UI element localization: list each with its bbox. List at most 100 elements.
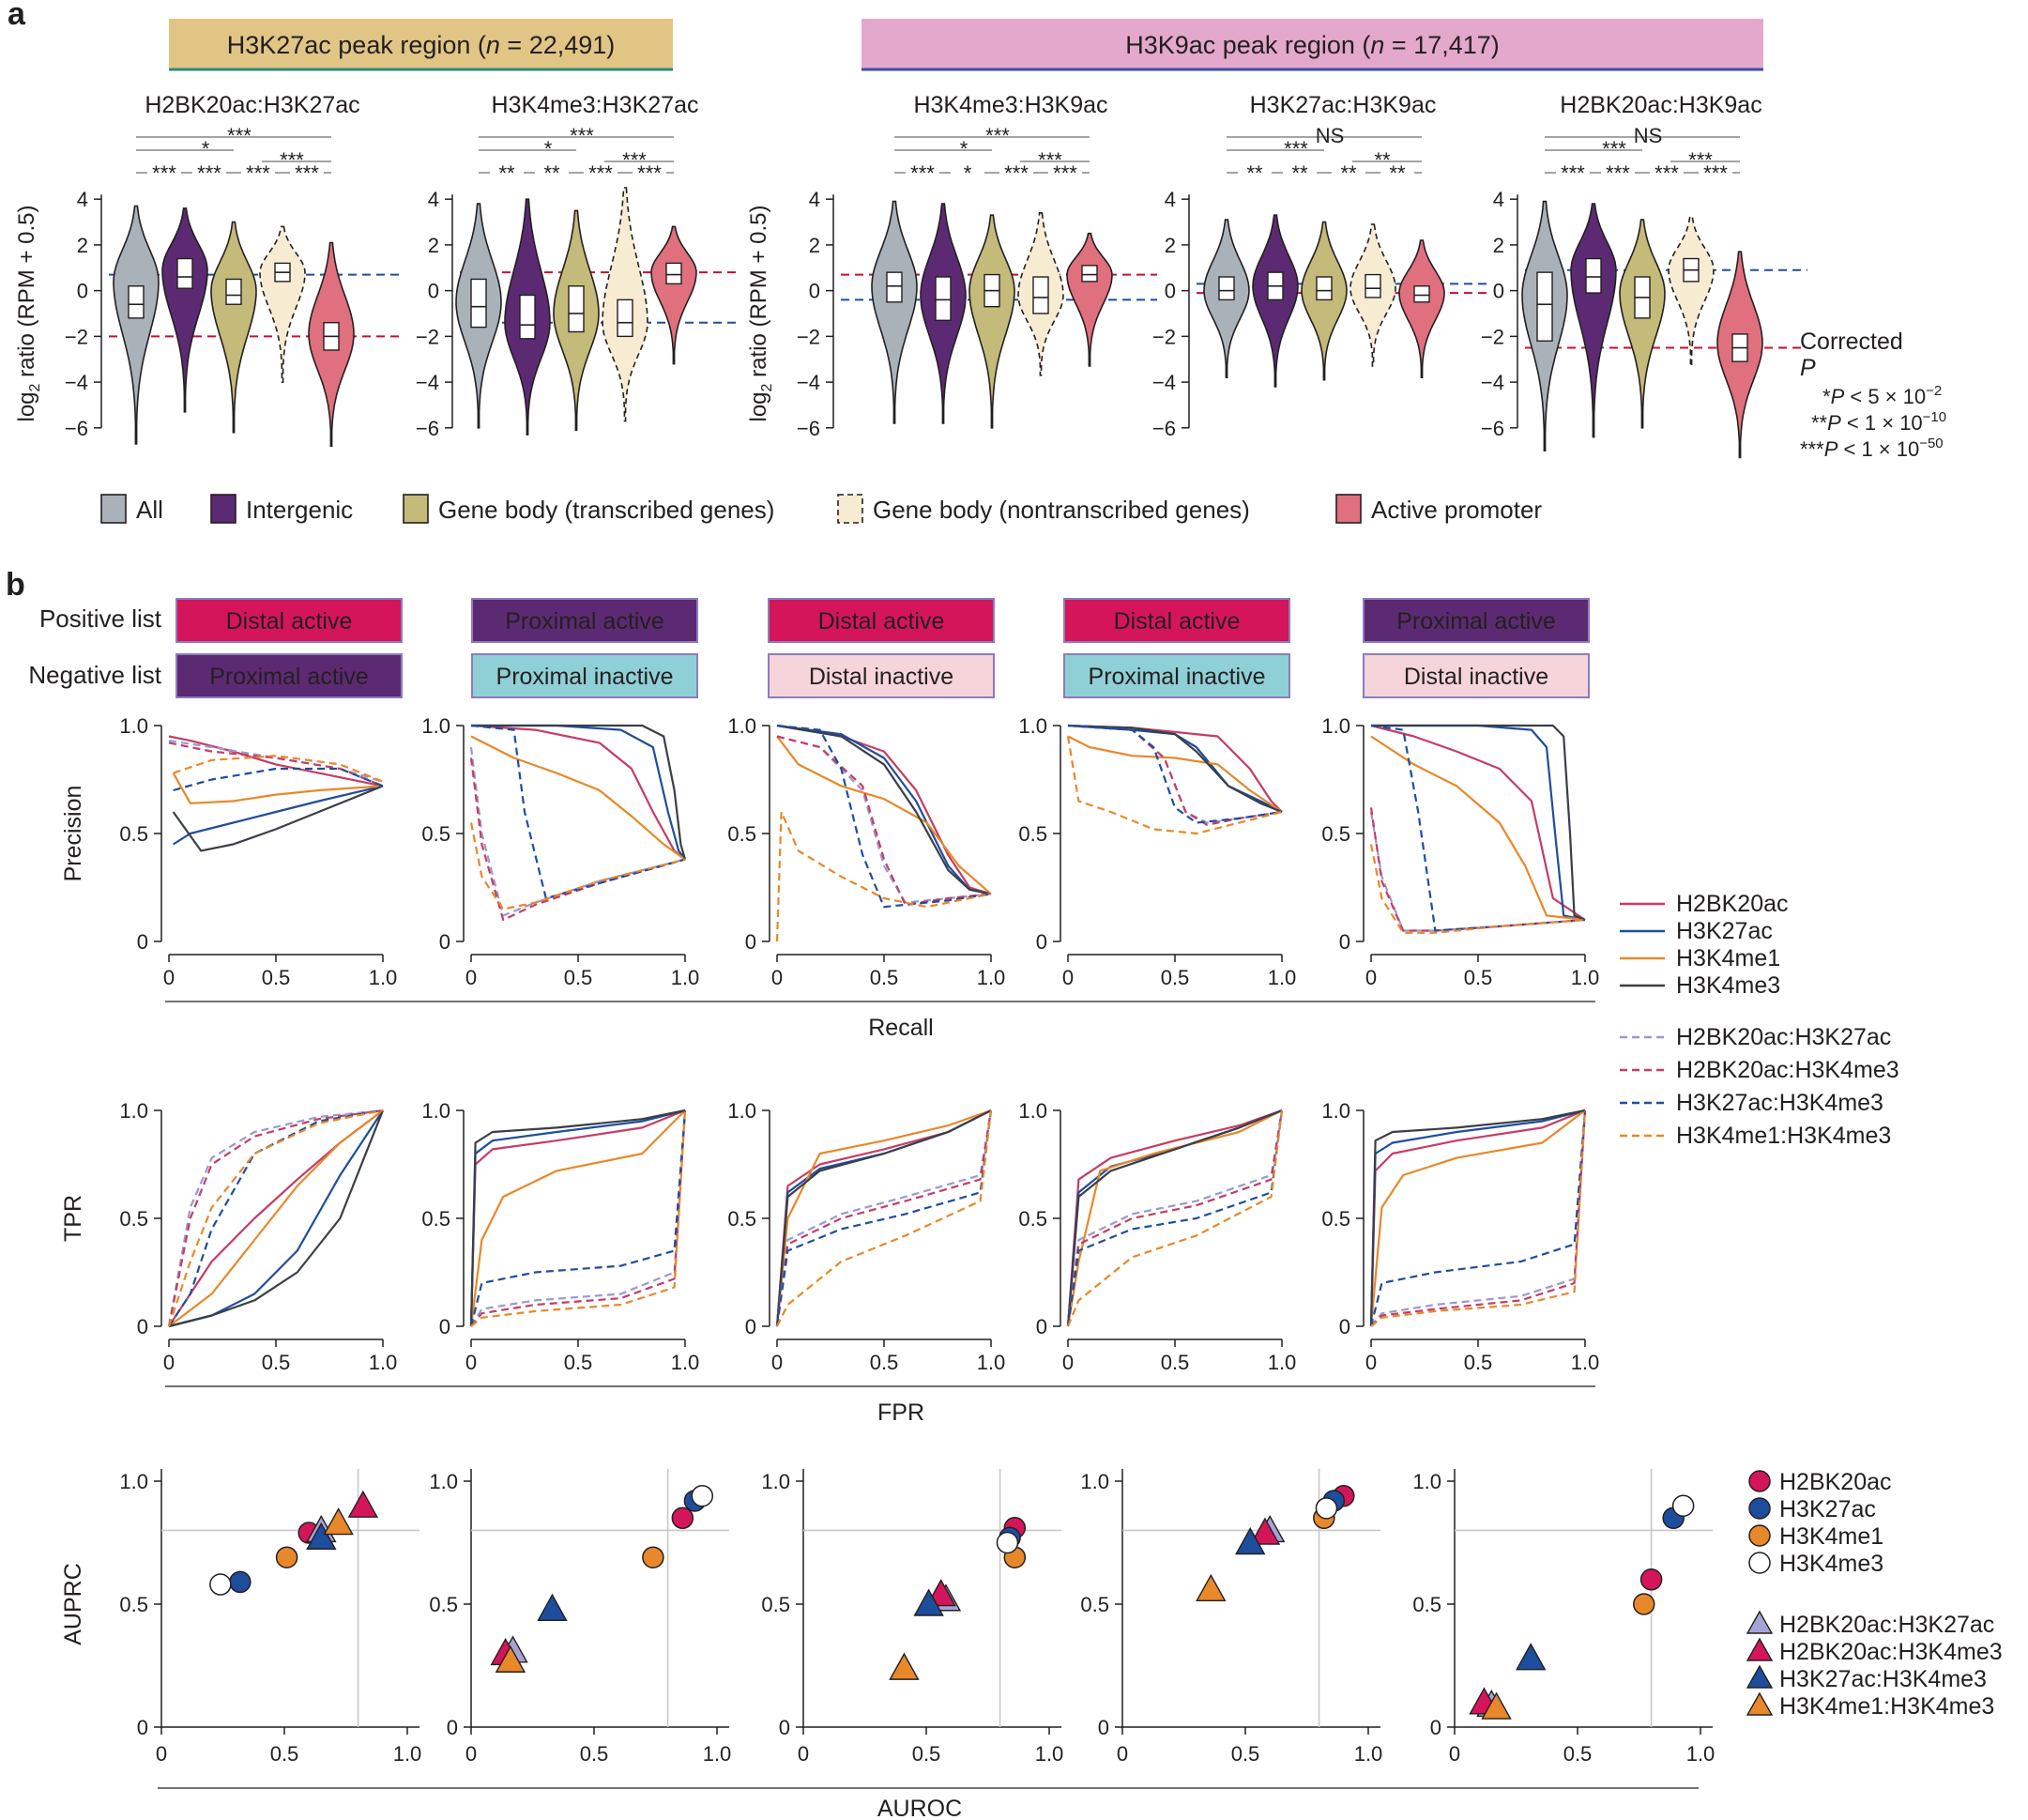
scatter-point xyxy=(1249,1517,1281,1545)
violin xyxy=(1570,203,1617,438)
list-box-label: Distal active xyxy=(226,608,353,635)
series-line xyxy=(776,724,992,909)
list-box xyxy=(768,598,995,643)
y-tick-label: 4 xyxy=(1165,188,1176,211)
significance-label: *** xyxy=(1606,161,1630,185)
series-line xyxy=(1066,1109,1283,1327)
violin-plot-title: H3K4me3:H3K9ac xyxy=(913,92,1107,118)
series-line xyxy=(1067,735,1283,813)
y-tick-label: 0.5 xyxy=(727,1207,756,1231)
y-tick-label: 0.5 xyxy=(1321,1207,1350,1231)
series-line xyxy=(775,810,992,942)
label-part: *** xyxy=(1800,437,1824,461)
y-tick-label: 1.0 xyxy=(1412,1470,1441,1493)
y-tick-label: 0 xyxy=(1339,930,1350,954)
line-plot: 00 0.5 0.5 1.0 1.0 xyxy=(1321,714,1599,989)
significance-label: *** xyxy=(570,124,594,147)
list-box-label: Distal active xyxy=(818,608,945,635)
y-tick-label: 0.5 xyxy=(761,1593,790,1616)
scatter-point xyxy=(537,1593,568,1621)
series-line xyxy=(469,1109,686,1327)
significance-label: *** xyxy=(246,161,270,185)
series-line xyxy=(775,1109,992,1327)
significance-mask xyxy=(1699,163,1732,180)
series-line xyxy=(775,1109,993,1327)
legend-label: H3K4me1:H3K4me3 xyxy=(1779,1693,1994,1720)
series-line xyxy=(168,1109,384,1327)
series-line xyxy=(1066,1109,1284,1327)
legend-swatch xyxy=(837,494,863,524)
x-tick-label: 1.0 xyxy=(977,966,1006,989)
list-box-label: Distal inactive xyxy=(809,664,953,690)
violin xyxy=(1252,214,1299,388)
significance-label: * xyxy=(964,161,972,185)
label-part: ** xyxy=(1811,411,1828,435)
line-plot: 00 0.5 0.5 1.0 1.0 xyxy=(119,1099,397,1374)
y-tick-label: 0 xyxy=(439,1315,450,1338)
series-line xyxy=(470,1109,687,1327)
legend-label: H2BK20ac:H3K27ac xyxy=(1676,1024,1891,1050)
significance-label: *** xyxy=(1053,161,1077,185)
legend-label: H3K4me3 xyxy=(1676,972,1780,999)
y-tick-label: 0 xyxy=(137,930,148,954)
series-line xyxy=(168,1109,384,1327)
significance-mask xyxy=(1332,163,1365,180)
list-box-label: Distal active xyxy=(1114,608,1241,635)
significance-label: *** xyxy=(152,161,176,185)
x-tick-label: 0.5 xyxy=(262,1351,291,1374)
panel-b-label: b xyxy=(6,567,25,603)
x-tick-label: 0.5 xyxy=(912,1742,941,1766)
y-tick-label: −6 xyxy=(1152,417,1176,440)
x-tick-label: 1.0 xyxy=(1268,966,1297,989)
series-line xyxy=(1370,1109,1587,1327)
x-tick-label: 0 xyxy=(1062,966,1074,989)
y-tick-label: 0 xyxy=(439,930,450,954)
series-line xyxy=(469,1109,686,1327)
series-line xyxy=(167,1109,384,1327)
series-line xyxy=(776,735,992,895)
y-tick-label: −2 xyxy=(65,325,88,348)
label-part: n xyxy=(1370,31,1384,59)
y-tick-label: −6 xyxy=(797,417,820,440)
legend-marker xyxy=(1746,1637,1774,1661)
x-tick-label: 1.0 xyxy=(1571,1351,1600,1374)
y-tick-label: 4 xyxy=(77,188,88,211)
significance-label: *** xyxy=(588,161,613,185)
series-line xyxy=(469,822,686,910)
y-tick-label: 1.0 xyxy=(727,714,756,738)
significance-mask xyxy=(192,163,226,180)
series-line xyxy=(776,735,992,906)
label-part: = 17,417) xyxy=(1384,31,1499,59)
y-axis-title-part: 2 xyxy=(27,383,43,391)
legend-label: H2BK20ac:H3K4me3 xyxy=(1676,1057,1899,1083)
significance-label: ** xyxy=(1340,161,1357,185)
violin-plot-title: H3K27ac:H3K9ac xyxy=(1250,92,1437,118)
line-plot: 00 0.5 0.5 1.0 1.0 xyxy=(727,1099,1005,1374)
violin-box xyxy=(1536,271,1553,342)
series-line xyxy=(168,735,384,788)
legend-swatch xyxy=(100,494,127,524)
scatter-point xyxy=(889,1652,920,1680)
series-line xyxy=(776,1109,993,1327)
legend-label: Gene body (transcribed genes) xyxy=(438,496,774,524)
scatter-plot: 00 0.5 0.5 1.0 1.0 xyxy=(429,1468,731,1766)
pvalue-legend-row: ***P < 1 × 10−50 xyxy=(1800,436,1944,461)
y-tick-label: 0.5 xyxy=(1018,822,1047,846)
x-tick-label: 0.5 xyxy=(1161,966,1190,989)
y-tick-label: −4 xyxy=(65,371,88,394)
series-line xyxy=(1067,724,1283,813)
series-line xyxy=(1371,724,1586,922)
pvalue-legend-p: P xyxy=(1800,355,1816,381)
y-tick-label: −2 xyxy=(416,325,439,348)
region-header-title: H3K27ac peak region (n = 22,491) xyxy=(227,31,616,59)
y-axis-title-part: 2 xyxy=(759,383,775,391)
series-line xyxy=(173,755,384,783)
series-line xyxy=(1369,844,1586,934)
significance-mask xyxy=(290,163,324,180)
legend-label: H3K27ac:H3K4me3 xyxy=(1779,1666,1987,1692)
legend-label: H3K4me1 xyxy=(1676,945,1780,971)
series-line xyxy=(1370,1109,1587,1327)
y-tick-label: 0.5 xyxy=(727,822,756,846)
